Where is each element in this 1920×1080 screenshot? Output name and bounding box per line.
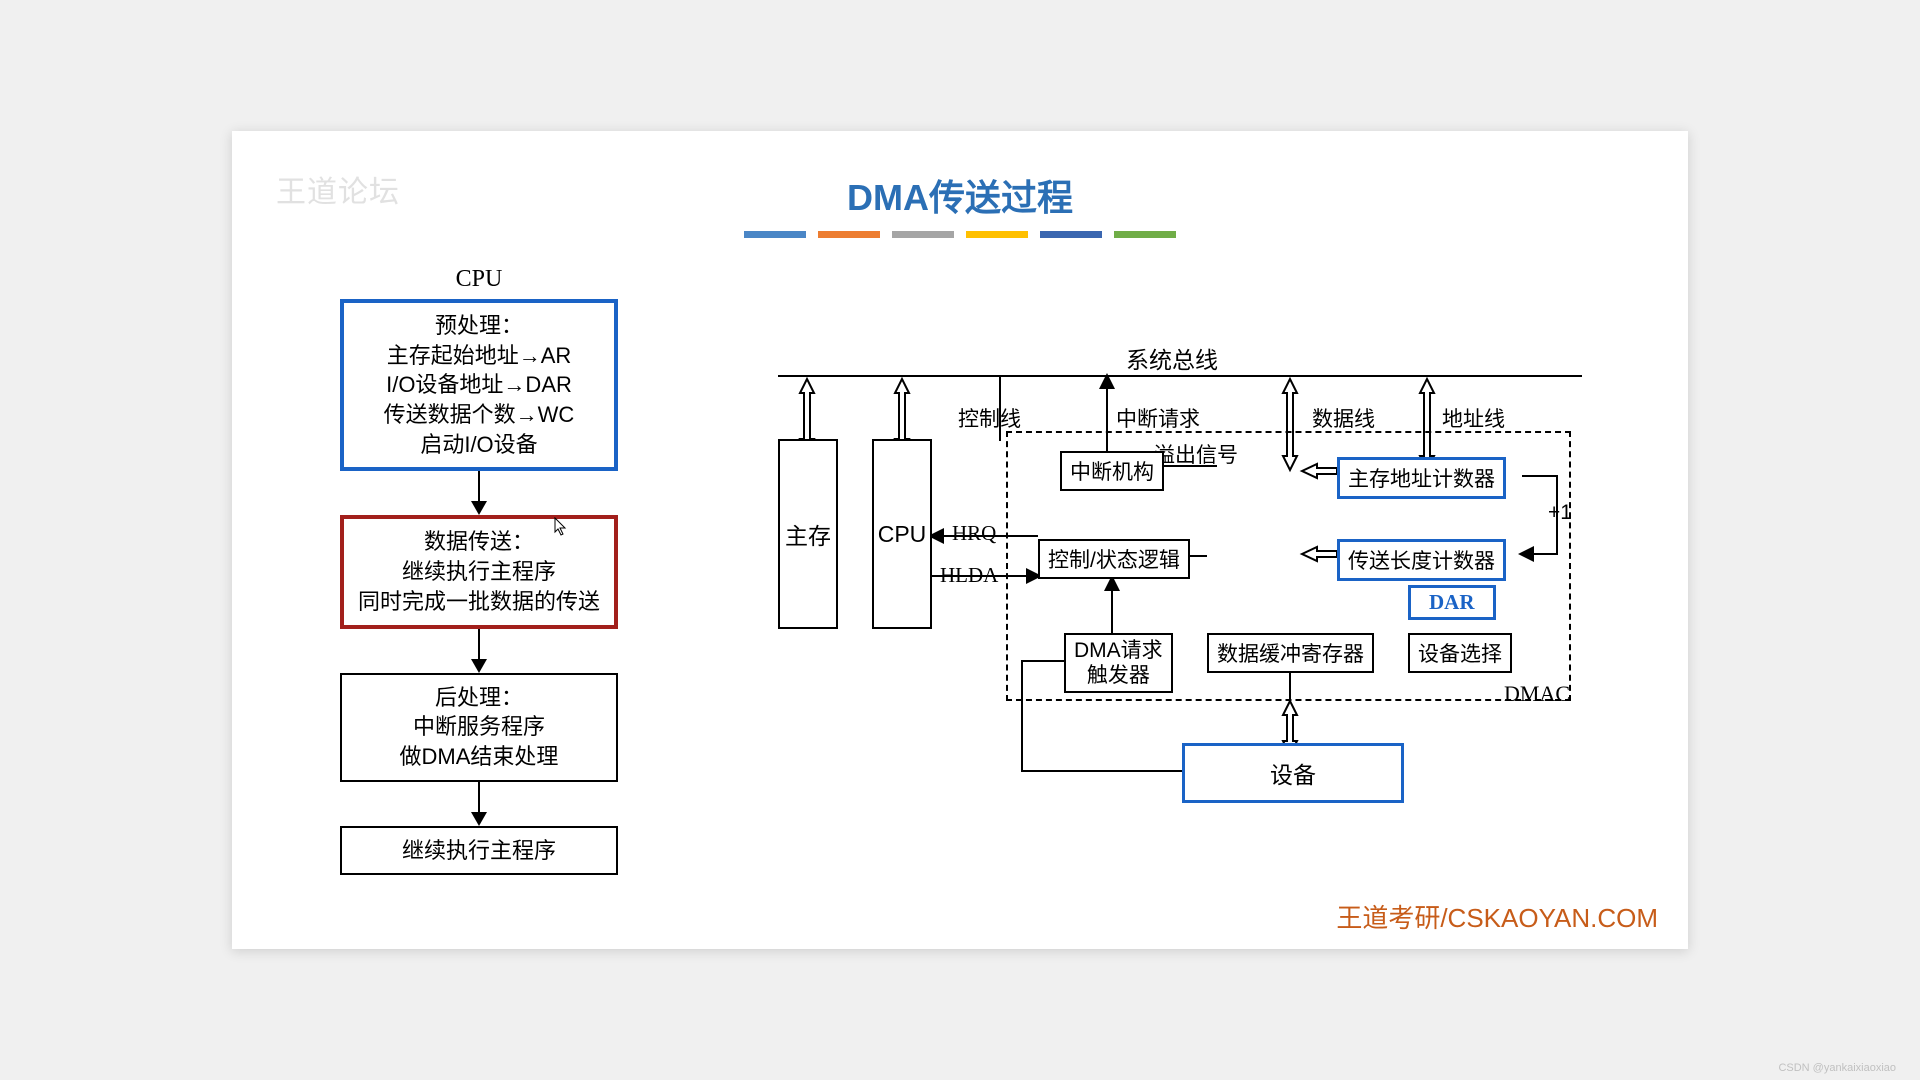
bar-2 [892,231,954,238]
line: I/O设备地址→DAR [348,370,610,400]
flow-box-transfer: 数据传送： 继续执行主程序 同时完成一批数据的传送 [340,515,618,628]
device-block: 设备 [1182,743,1404,803]
label: 主存 [785,517,831,551]
page-title: DMA传送过程 [232,169,1688,221]
label-int-request: 中断请求 [1116,403,1200,433]
arrow-down-icon [471,659,487,673]
label-hrq: HRQ [952,521,996,546]
line: 继续执行主程序 [346,836,612,866]
cpu-block: CPU [872,439,932,629]
line: 数据传送： [348,527,610,557]
label-data-line: 数据线 [1312,403,1375,433]
label-control-line: 控制线 [958,403,1021,433]
arrow-down-icon [471,501,487,515]
flow-box-postprocess: 后处理： 中断服务程序 做DMA结束处理 [340,673,618,782]
accent-color-bars [744,231,1176,238]
arrow-stem [478,782,480,812]
label: 设备 [1270,762,1316,788]
slide-canvas: 王道论坛 DMA传送过程 CPU 预处理： 主存起始地址→AR I/O设备地址→… [232,131,1688,949]
footer-credit: 王道考研/CSKAOYAN.COM [1336,898,1658,935]
line: 继续执行主程序 [348,557,610,587]
arrow-stem [478,629,480,659]
flow-box-preprocess: 预处理： 主存起始地址→AR I/O设备地址→DAR 传送数据个数→WC 启动I… [340,299,618,471]
system-diagram: 系统总线 [762,331,1582,811]
bar-3 [966,231,1028,238]
line: 中断服务程序 [346,712,612,742]
title-cn: 传送过程 [929,177,1073,218]
flow-box-continue: 继续执行主程序 [340,826,618,876]
line: 做DMA结束处理 [346,742,612,772]
flow-header: CPU [332,256,626,299]
system-bus-line [778,375,1582,377]
small-watermark: CSDN @yankaixiaoxiao [1778,1062,1896,1074]
bus-label: 系统总线 [762,341,1582,375]
label-addr-line: 地址线 [1442,403,1505,433]
title-en: DMA [847,177,929,218]
bar-0 [744,231,806,238]
bar-4 [1040,231,1102,238]
dmac-label: DMAC [1504,681,1570,707]
arrow-stem [478,471,480,501]
line: 传送数据个数→WC [348,400,610,430]
line: 启动I/O设备 [348,430,610,460]
dmac-container [1006,431,1571,701]
line: 同时完成一批数据的传送 [348,587,610,617]
memory-block: 主存 [778,439,838,629]
line: 主存起始地址→AR [348,341,610,371]
line: 后处理： [346,683,612,713]
flowchart: CPU 预处理： 主存起始地址→AR I/O设备地址→DAR 传送数据个数→WC… [332,256,626,875]
arrow-down-icon [471,812,487,826]
label: CPU [878,521,927,548]
line: 预处理： [348,311,610,341]
label-hlda: HLDA [940,563,998,588]
bar-1 [818,231,880,238]
bar-5 [1114,231,1176,238]
